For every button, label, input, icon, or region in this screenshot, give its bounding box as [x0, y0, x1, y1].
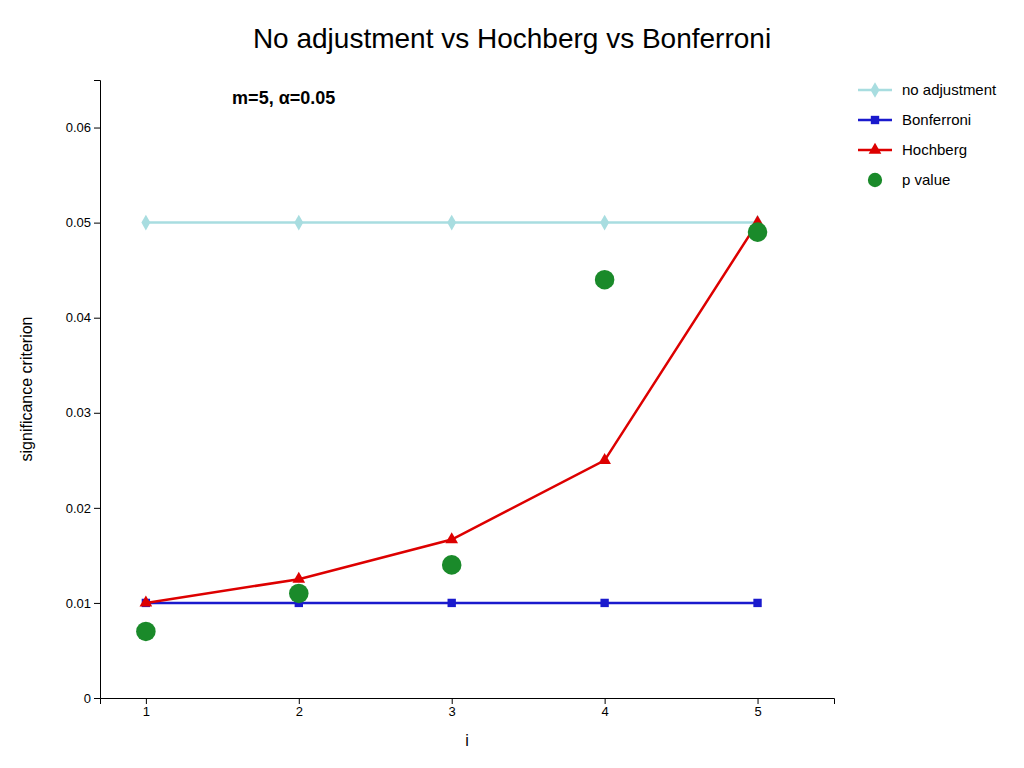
point — [595, 270, 615, 290]
y-tick-mark — [94, 603, 100, 604]
marker — [140, 596, 153, 607]
y-axis-line — [94, 81, 101, 699]
line — [146, 223, 758, 603]
x-axis-title: i — [465, 732, 469, 749]
legend-item: Bonferroni — [858, 111, 971, 128]
legend-symbol — [871, 116, 879, 124]
y-tick-label: 0.06 — [66, 120, 91, 135]
legend: no adjustment Bonferroni Hochberg p value — [858, 81, 997, 188]
legend-label: Hochberg — [902, 141, 967, 158]
x-tick-mark — [452, 698, 453, 704]
x-tick-label: 3 — [449, 704, 456, 719]
x-tick-mark — [146, 698, 147, 704]
x-tick-label: 5 — [754, 704, 761, 719]
x-tick: 2 — [296, 698, 303, 719]
point — [136, 622, 156, 642]
x-tick-mark — [299, 698, 300, 704]
legend-item: p value — [868, 171, 951, 188]
marker — [448, 599, 456, 607]
y-tick-mark — [94, 318, 100, 319]
x-tick: 3 — [449, 698, 456, 719]
legend-label: Bonferroni — [902, 111, 971, 128]
legend-item: Hochberg — [858, 141, 967, 158]
y-tick: 0.05 — [66, 215, 100, 230]
point — [748, 222, 768, 242]
series — [142, 599, 762, 607]
y-tick-label: 0.03 — [66, 405, 91, 420]
annotation: m=5, α=0.05 — [232, 88, 335, 108]
y-tick: 0.03 — [66, 405, 100, 420]
series — [141, 215, 762, 231]
x-tick-mark — [758, 698, 759, 704]
marker — [445, 532, 458, 543]
y-tick-mark — [94, 413, 100, 414]
marker — [600, 599, 608, 607]
legend-symbol — [869, 143, 882, 154]
y-axis: 0 0.01 0.02 0.03 0.04 0.05 0.06 — [66, 81, 101, 706]
y-tick-mark — [94, 698, 100, 699]
point — [442, 555, 462, 575]
marker — [294, 215, 303, 231]
legend-label: no adjustment — [902, 81, 997, 98]
y-tick-mark — [94, 128, 100, 129]
x-tick-label: 1 — [143, 704, 150, 719]
x-tick-label: 4 — [602, 704, 609, 719]
marker — [447, 215, 456, 231]
y-tick: 0.01 — [66, 596, 100, 611]
marker — [600, 215, 609, 231]
x-tick: 4 — [602, 698, 609, 719]
legend-symbol — [871, 82, 880, 98]
y-tick-label: 0.04 — [66, 310, 91, 325]
point — [289, 584, 309, 604]
series — [136, 222, 767, 641]
y-axis-title: significance criterion — [18, 317, 35, 462]
x-tick-mark — [605, 698, 606, 704]
x-axis-line — [101, 699, 835, 705]
x-tick: 1 — [143, 698, 150, 719]
plot: 1 2 3 4 5 0 0.01 0.02 0.03 0.04 0.05 0.06 i significa… — [18, 81, 835, 750]
x-axis: 1 2 3 4 5 — [101, 698, 835, 719]
y-tick: 0.04 — [66, 310, 100, 325]
y-tick-mark — [94, 508, 100, 509]
y-tick: 0 — [84, 691, 100, 706]
legend-label: p value — [902, 171, 950, 188]
marker — [753, 599, 761, 607]
y-tick-mark — [94, 223, 100, 224]
marker — [292, 572, 305, 583]
x-tick-label: 2 — [296, 704, 303, 719]
legend-symbol — [868, 173, 882, 187]
y-tick-label: 0.02 — [66, 501, 91, 516]
y-tick: 0.02 — [66, 501, 100, 516]
y-tick-label: 0.05 — [66, 215, 91, 230]
x-tick: 5 — [754, 698, 761, 719]
marks — [136, 215, 767, 641]
marker — [141, 215, 150, 231]
y-tick-label: 0 — [84, 691, 91, 706]
marker — [598, 453, 611, 464]
chart: No adjustment vs Hochberg vs Bonferroni 1… — [0, 0, 1024, 768]
y-tick: 0.06 — [66, 120, 100, 135]
y-tick-label: 0.01 — [66, 596, 91, 611]
series — [140, 215, 764, 606]
legend-item: no adjustment — [858, 81, 997, 98]
title: No adjustment vs Hochberg vs Bonferroni — [253, 23, 771, 54]
